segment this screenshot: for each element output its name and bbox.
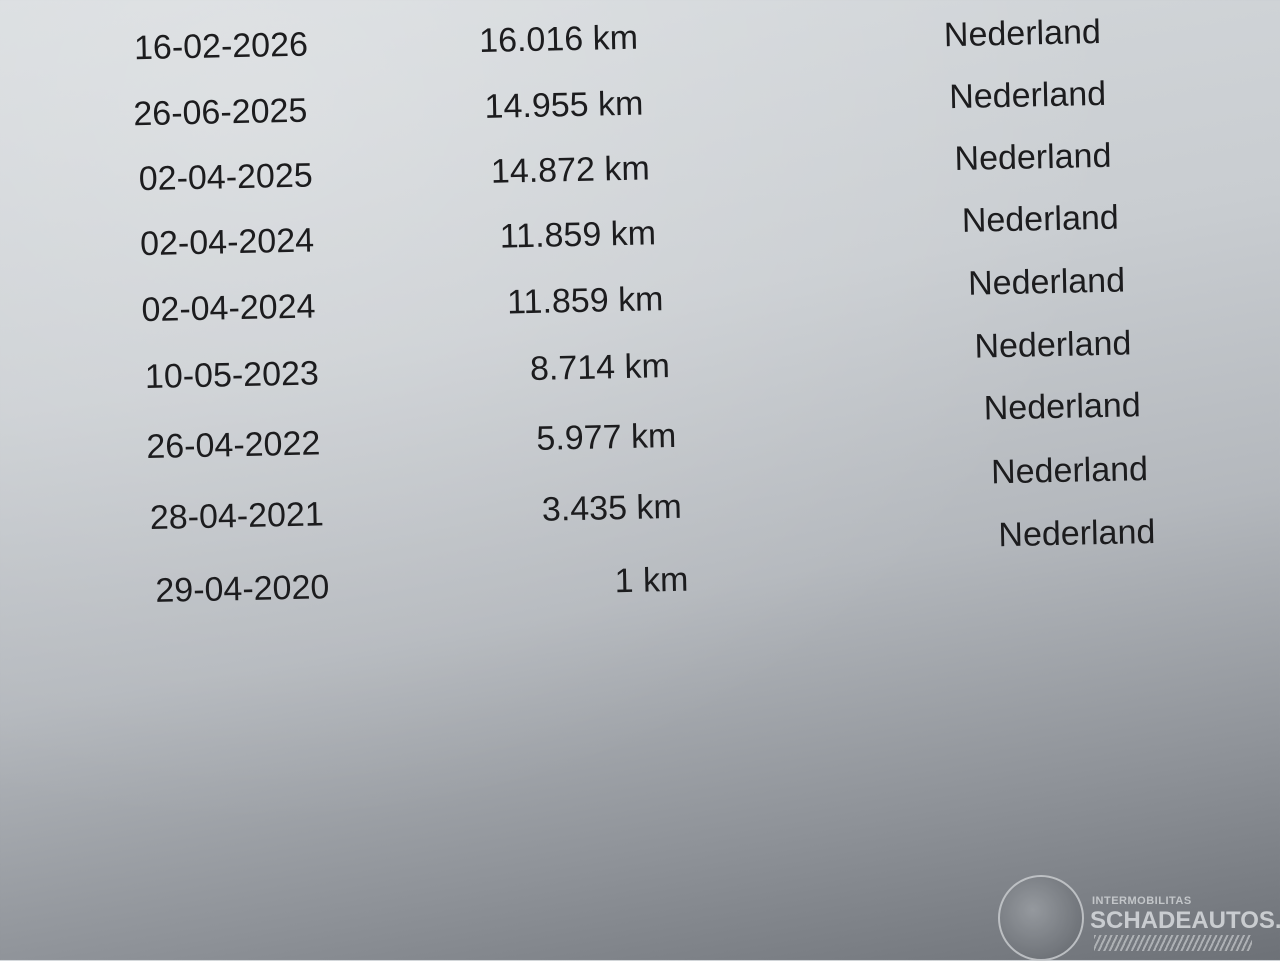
mileage-cell: 11.859 km [499, 214, 657, 256]
watermark-logo: INTERMOBILITAS SCHADEAUTOS.NL [996, 873, 1280, 961]
mileage-cell: 5.977 km [536, 416, 677, 458]
mileage-cell: 3.435 km [541, 487, 683, 529]
country-cell: Nederland [961, 198, 1120, 240]
country-cell: Nederland [967, 261, 1126, 303]
mileage-cell: 11.859 km [506, 280, 664, 322]
tire-tread-decoration [1094, 935, 1252, 951]
date-cell: 02-04-2024 [139, 221, 315, 264]
country-cell: Nederland [954, 136, 1112, 179]
country-cell: Nederland [998, 512, 1156, 555]
date-cell: 26-04-2022 [145, 424, 321, 467]
mileage-cell: 8.714 km [529, 347, 671, 388]
country-cell: Nederland [948, 74, 1107, 117]
mileage-cell: 14.955 km [484, 84, 644, 126]
watermark-line2: SCHADEAUTOS.NL [1090, 907, 1280, 934]
date-cell: 29-04-2020 [155, 568, 330, 610]
mileage-cell: 1 km [614, 560, 689, 601]
country-cell: Nederland [990, 450, 1149, 492]
country-cell: Nederland [974, 324, 1132, 366]
date-cell: 02-04-2025 [138, 156, 314, 199]
date-cell: 28-04-2021 [149, 495, 325, 537]
country-cell: Nederland [983, 386, 1142, 428]
globe-icon [998, 875, 1084, 961]
date-cell: 26-06-2025 [133, 91, 308, 134]
date-cell: 10-05-2023 [144, 354, 320, 397]
date-cell: 02-04-2024 [141, 287, 316, 330]
watermark-line1: INTERMOBILITAS [1092, 895, 1192, 907]
mileage-cell: 14.872 km [490, 149, 651, 191]
